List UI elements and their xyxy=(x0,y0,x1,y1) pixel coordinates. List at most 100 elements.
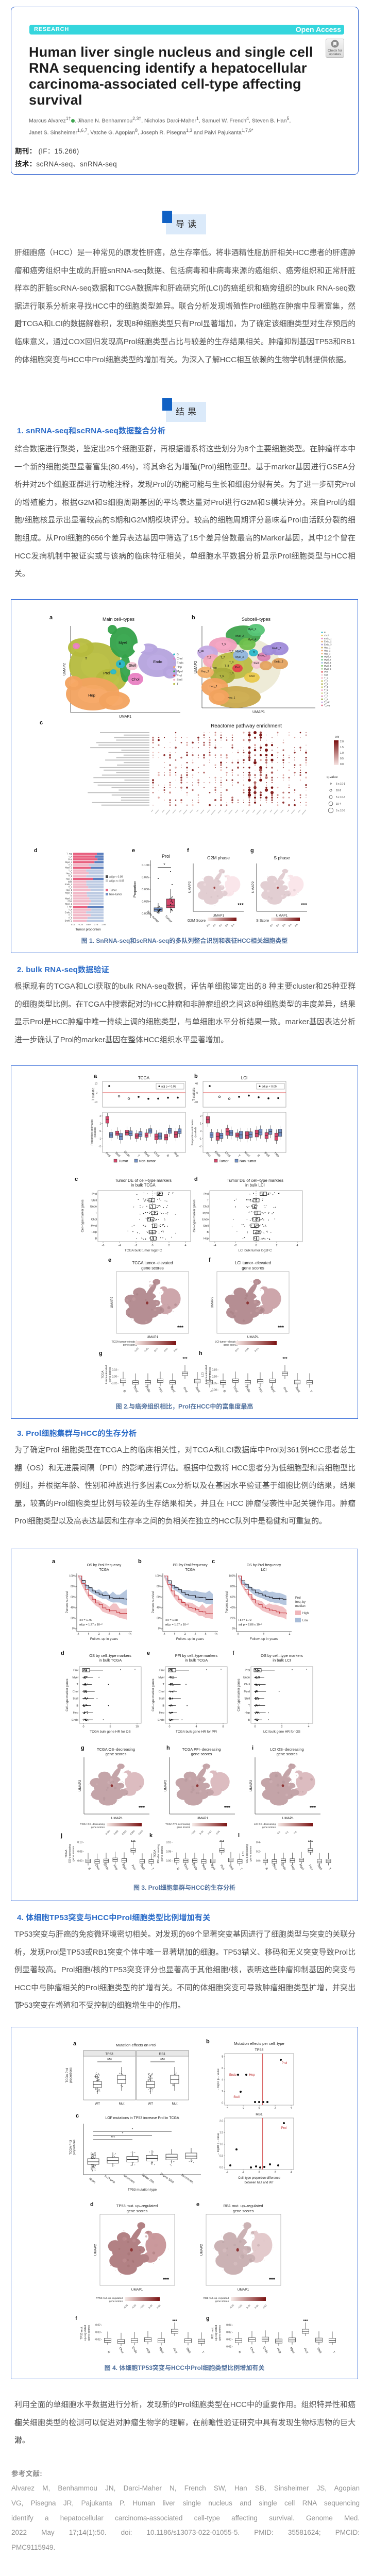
svg-text:LCI: LCI xyxy=(241,1076,247,1080)
svg-text:***: *** xyxy=(182,1357,188,1361)
svg-text:Hep_3: Hep_3 xyxy=(66,872,73,875)
svg-text:T: T xyxy=(150,1868,154,1871)
svg-text:Stell: Stell xyxy=(233,2096,240,2099)
svg-text:-0.01: -0.01 xyxy=(140,2303,145,2309)
svg-text:0.00: 0.00 xyxy=(166,1860,171,1863)
svg-text:Chol: Chol xyxy=(94,1863,100,1871)
svg-text:Subcell–types: Subcell–types xyxy=(242,617,271,622)
svg-text:Prol: Prol xyxy=(73,1669,78,1672)
svg-text:UMAP2: UMAP2 xyxy=(164,1780,167,1791)
svg-text:4: 4 xyxy=(296,1244,298,1247)
svg-text:UMAP2: UMAP2 xyxy=(200,2244,204,2256)
svg-text:gene scores: gene scores xyxy=(127,2209,148,2213)
svg-text:T_2: T_2 xyxy=(229,650,234,653)
svg-text:Endo_3: Endo_3 xyxy=(324,643,332,646)
svg-text:OS by cell–type markers: OS by cell–type markers xyxy=(89,1653,131,1658)
svg-text:T_7: T_7 xyxy=(69,914,73,917)
svg-text:HR = 1.76: HR = 1.76 xyxy=(79,1619,92,1622)
svg-text:Endo: Endo xyxy=(72,1719,78,1722)
svg-text:LCI OS–decreasing: LCI OS–decreasing xyxy=(254,1823,276,1826)
svg-text:Chol: Chol xyxy=(324,634,329,637)
svg-text:B: B xyxy=(248,1719,250,1722)
svg-text:-0.02: -0.02 xyxy=(134,1347,140,1352)
svg-text:T: T xyxy=(309,1390,312,1393)
svg-text:***: *** xyxy=(131,1840,136,1844)
svg-text:Endo_3: Endo_3 xyxy=(272,647,281,650)
svg-text:Prol: Prol xyxy=(92,1193,97,1196)
svg-text:TCGA OS–decreasing: TCGA OS–decreasing xyxy=(97,1747,135,1752)
svg-text:0.2: 0.2 xyxy=(256,1851,260,1854)
svg-text:Endo: Endo xyxy=(144,1385,151,1394)
svg-text:Prol: Prol xyxy=(69,858,73,860)
svg-text:T: T xyxy=(209,1390,212,1393)
svg-text:adj p < 0.05: adj p < 0.05 xyxy=(262,1086,277,1089)
svg-text:Tumor DE of cell–type markers: Tumor DE of cell–type markers xyxy=(227,1178,283,1183)
svg-text:0.01: 0.01 xyxy=(254,2304,259,2309)
svg-text:Hep_2: Hep_2 xyxy=(66,877,73,880)
svg-text:TCGA: TCGA xyxy=(154,1850,157,1858)
svg-text:Percent survival: Percent survival xyxy=(66,1591,69,1614)
svg-text:TP53 mut. up–regulated: TP53 mut. up–regulated xyxy=(96,2297,123,2300)
svg-text:***: *** xyxy=(269,2277,275,2283)
svg-text:4: 4 xyxy=(291,2171,292,2174)
svg-text:UMAP1: UMAP1 xyxy=(276,914,288,918)
svg-text:0.3: 0.3 xyxy=(282,923,286,927)
svg-text:gene scores: gene scores xyxy=(177,1826,191,1829)
svg-text:-0.02: -0.02 xyxy=(111,1382,117,1385)
svg-text:h: h xyxy=(166,1745,170,1751)
svg-text:Hep: Hep xyxy=(92,1231,97,1234)
svg-text:0.05: 0.05 xyxy=(244,1347,249,1352)
svg-text:gene scores: gene scores xyxy=(88,2325,91,2341)
svg-text:2: 2 xyxy=(275,2107,276,2110)
svg-text:B: B xyxy=(176,1868,179,1871)
svg-text:f: f xyxy=(187,848,189,854)
svg-text:TCGA PFI–decreasing: TCGA PFI–decreasing xyxy=(165,1823,190,1826)
svg-text:Prol: Prol xyxy=(130,1865,136,1871)
svg-text:2: 2 xyxy=(276,1244,277,1247)
svg-text:Myel: Myel xyxy=(119,640,127,645)
svg-text:OS-decreasing: OS-decreasing xyxy=(69,1844,72,1863)
svg-text:Endo: Endo xyxy=(191,1863,198,1871)
svg-text:T_3: T_3 xyxy=(69,863,73,866)
svg-text:Stell: Stell xyxy=(159,1698,164,1701)
svg-text:6: 6 xyxy=(222,2067,223,2070)
svg-text:Mutation effects on Prol: Mutation effects on Prol xyxy=(116,2043,157,2047)
svg-text:0.00: 0.00 xyxy=(148,2304,153,2309)
svg-text:Mut: Mut xyxy=(119,2102,125,2106)
svg-text:8: 8 xyxy=(222,2056,223,2059)
svg-text:TCGA: TCGA xyxy=(65,1850,68,1858)
svg-text:Hep: Hep xyxy=(145,2347,151,2354)
svg-text:Hep: Hep xyxy=(159,1711,164,1715)
svg-text:0.00: 0.00 xyxy=(226,2338,231,2342)
svg-text:Nonsense: Nonsense xyxy=(181,2174,194,2184)
svg-text:Tumor proportion: Tumor proportion xyxy=(75,928,101,931)
svg-text:10-2: 10-2 xyxy=(336,789,341,792)
svg-text:c: c xyxy=(40,720,43,726)
svg-text:LCI: LCI xyxy=(201,1372,205,1377)
svg-text:Myel_5: Myel_5 xyxy=(324,668,331,670)
svg-text:10: 10 xyxy=(214,1633,217,1636)
svg-text:UMAP2: UMAP2 xyxy=(94,2244,97,2256)
svg-text:Chol: Chol xyxy=(183,1863,189,1871)
svg-text:8: 8 xyxy=(205,1633,207,1636)
svg-text:TCGA tumor–elevated: TCGA tumor–elevated xyxy=(132,1261,173,1265)
svg-text:Myel_4: Myel_4 xyxy=(65,861,73,863)
svg-text:tumor-elevated: tumor-elevated xyxy=(205,1365,208,1384)
svg-text:UMAP2: UMAP2 xyxy=(211,1296,214,1308)
svg-text:Stell: Stell xyxy=(91,1199,97,1202)
svg-text:0.15: 0.15 xyxy=(212,1369,217,1372)
svg-text:-4: -4 xyxy=(214,1244,216,1247)
svg-text:-2: -2 xyxy=(234,1244,237,1247)
svg-text:TCGA PFI–decreasing: TCGA PFI–decreasing xyxy=(182,1747,221,1752)
svg-text:c: c xyxy=(76,2113,79,2119)
svg-text:Tumor: Tumor xyxy=(109,889,117,892)
svg-text:gene scores: gene scores xyxy=(161,1846,164,1861)
svg-text:4: 4 xyxy=(289,1633,291,1636)
svg-text:c: c xyxy=(212,1558,215,1565)
svg-text:gene scores: gene scores xyxy=(123,1344,138,1347)
svg-text:Cell–type marker genes: Cell–type marker genes xyxy=(66,1679,69,1711)
svg-text:RB1: RB1 xyxy=(159,2053,166,2056)
svg-text:S Score: S Score xyxy=(256,919,269,923)
svg-text:B: B xyxy=(119,662,121,666)
svg-text:T: T xyxy=(77,1683,79,1686)
